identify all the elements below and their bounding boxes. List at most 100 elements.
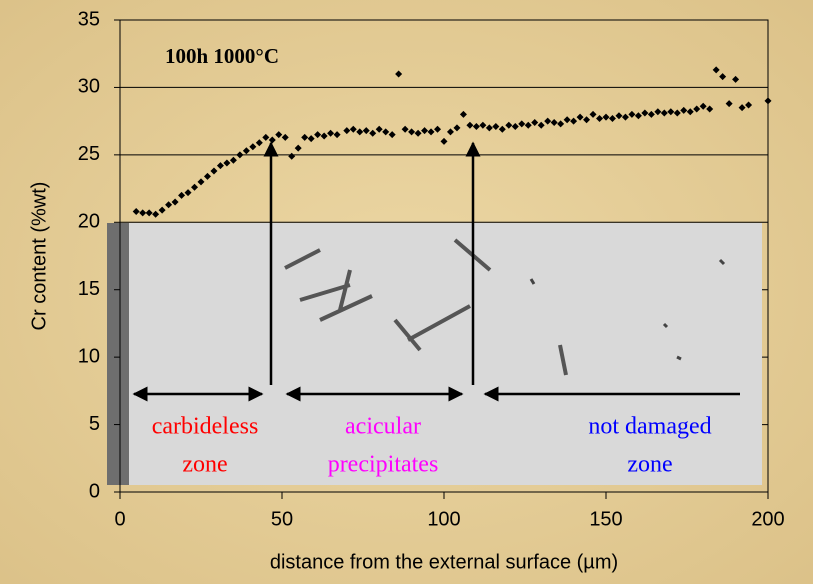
point [275,131,283,139]
point [210,167,218,175]
point [197,178,205,186]
point [414,129,422,137]
point [184,189,192,197]
chart-title: 100h 1000°C [165,44,279,68]
point [152,210,160,218]
point [583,116,591,124]
point [706,105,714,113]
point [466,121,474,129]
point [764,97,772,105]
point [537,121,545,129]
point [203,172,211,180]
point [570,117,578,125]
point [725,100,733,108]
point [165,201,173,209]
point [719,73,727,81]
point [242,147,250,155]
x-tick-label: 100 [427,508,460,530]
point [288,152,296,160]
point [427,128,435,136]
point [362,127,370,135]
point [281,133,289,141]
plot-frame: 0 5 10 15 20 25 30 35 0 50 100 150 200 [78,8,785,530]
point [667,108,675,116]
point [557,120,565,128]
point [395,70,403,78]
y-axis-label: Cr content (%wt) [28,182,50,331]
annotation: zone [182,452,227,478]
point [401,125,409,133]
y-tick-label: 5 [89,413,100,435]
point [294,144,302,152]
x-tick-label: 150 [589,508,622,530]
point [608,114,616,122]
point [301,133,309,141]
point [563,116,571,124]
point [388,131,396,139]
y-tick-label: 30 [78,76,100,98]
point [485,124,493,132]
arrows [132,141,740,402]
annotation: carbideless [152,414,259,440]
point [745,101,753,109]
point [262,133,270,141]
point [505,121,513,129]
annotation: zone [627,452,672,478]
point [615,112,623,120]
point [356,128,364,136]
point [647,110,655,118]
point [732,75,740,83]
point [139,209,147,217]
point [628,110,636,118]
point [327,129,335,137]
point [498,125,506,133]
point [641,109,649,117]
point [693,105,701,113]
point [492,123,500,131]
x-tick-label: 0 [114,508,125,530]
point [673,109,681,117]
data-points [132,66,772,218]
point [249,143,257,151]
point [453,124,461,132]
y-tick-label: 25 [78,143,100,165]
point [145,209,153,217]
point [132,207,140,215]
point [576,113,584,121]
point [686,108,694,116]
y-tick-label: 0 [89,480,100,502]
point [511,123,519,131]
point [518,120,526,128]
point [191,183,199,191]
y-tick-label: 35 [78,8,100,30]
point [634,112,642,120]
point [343,127,351,135]
point [408,128,416,136]
point [382,128,390,136]
point [216,162,224,170]
point [589,110,597,118]
x-tick-label: 200 [751,508,784,530]
point [596,114,604,122]
point [229,156,237,164]
point [602,113,610,121]
annotations: carbideless zone acicular precipitates not d… [152,414,712,478]
x-tick-label: 50 [271,508,293,530]
point [434,125,442,133]
y-tick-label: 10 [78,345,100,367]
annotation: acicular [345,414,421,440]
plot-border [119,19,769,493]
y-tick-label: 15 [78,278,100,300]
point [440,137,448,145]
point [531,118,539,126]
point [550,118,558,126]
point [459,110,467,118]
point [660,109,668,117]
point [349,125,357,133]
point [314,131,322,139]
point [320,132,328,140]
point [333,131,341,139]
point [255,139,263,147]
x-axis-label: distance from the external surface (µm) [270,551,618,573]
